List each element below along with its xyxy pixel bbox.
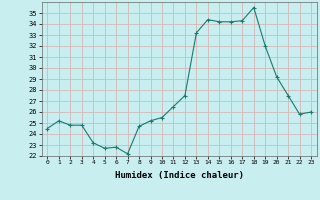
X-axis label: Humidex (Indice chaleur): Humidex (Indice chaleur): [115, 171, 244, 180]
